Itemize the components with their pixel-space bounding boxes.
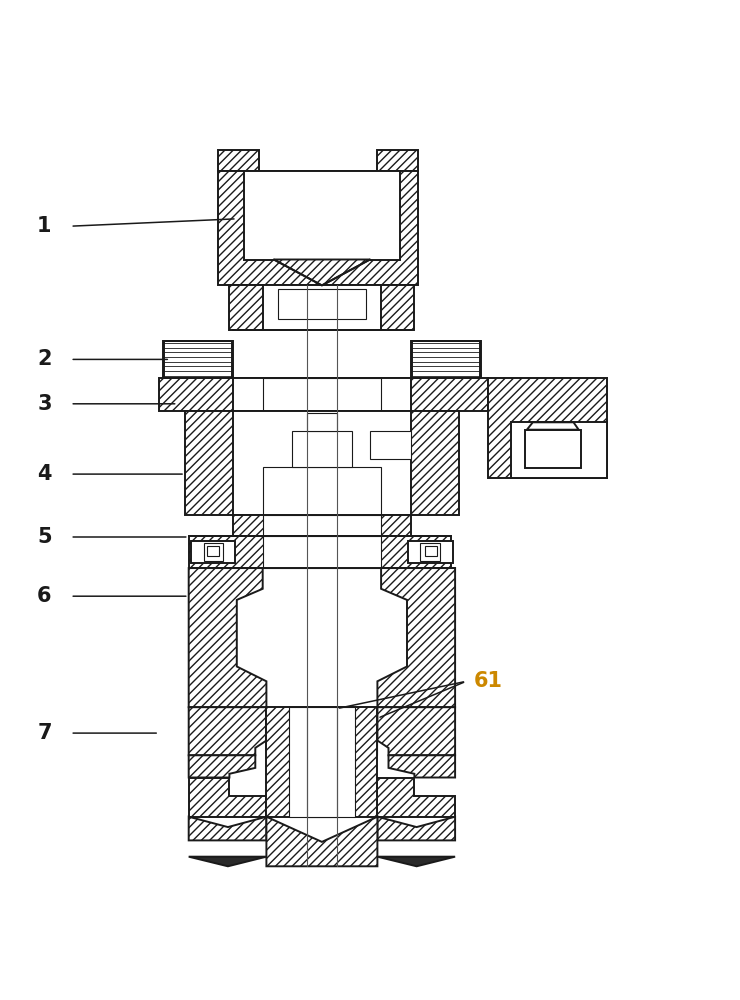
Polygon shape (159, 378, 488, 411)
Text: 5: 5 (37, 527, 52, 547)
Bar (218, 150, 259, 171)
Polygon shape (377, 778, 455, 817)
Text: 1: 1 (37, 216, 52, 236)
Polygon shape (377, 707, 455, 755)
Polygon shape (233, 411, 411, 515)
Polygon shape (218, 171, 418, 285)
Bar (278, 289, 366, 319)
Polygon shape (229, 285, 414, 330)
Polygon shape (527, 422, 579, 430)
Polygon shape (289, 707, 355, 817)
Text: 7: 7 (37, 723, 52, 743)
Polygon shape (511, 422, 607, 478)
Polygon shape (263, 536, 381, 568)
Polygon shape (189, 857, 266, 866)
Polygon shape (189, 778, 266, 817)
Polygon shape (377, 568, 455, 707)
Bar (307, 413, 337, 431)
Text: 3: 3 (37, 394, 52, 414)
Polygon shape (377, 817, 455, 840)
Polygon shape (266, 817, 377, 866)
Polygon shape (244, 171, 400, 259)
Polygon shape (263, 378, 381, 411)
Text: 6: 6 (37, 586, 52, 606)
Polygon shape (204, 543, 223, 561)
Polygon shape (263, 467, 381, 515)
Bar (307, 707, 337, 817)
Polygon shape (189, 568, 266, 707)
Bar (525, 430, 581, 468)
Polygon shape (488, 378, 607, 478)
Polygon shape (163, 341, 233, 378)
Text: 4: 4 (37, 464, 52, 484)
Bar (425, 546, 437, 556)
Bar (207, 546, 219, 556)
Polygon shape (266, 707, 377, 755)
Text: 61: 61 (474, 671, 503, 691)
Polygon shape (411, 341, 481, 378)
Polygon shape (189, 707, 266, 755)
Polygon shape (189, 817, 266, 840)
Polygon shape (263, 515, 381, 537)
Bar (370, 431, 411, 459)
Polygon shape (185, 411, 459, 515)
Bar (377, 150, 418, 171)
Bar (292, 431, 352, 467)
Polygon shape (233, 378, 411, 411)
Text: 2: 2 (37, 349, 52, 369)
Polygon shape (189, 536, 451, 568)
Polygon shape (233, 515, 411, 537)
Polygon shape (388, 755, 455, 778)
Polygon shape (263, 285, 381, 330)
Polygon shape (420, 543, 440, 561)
Polygon shape (189, 755, 255, 778)
Polygon shape (266, 707, 377, 817)
Polygon shape (191, 541, 235, 563)
Polygon shape (377, 857, 455, 866)
Polygon shape (274, 259, 370, 285)
Polygon shape (408, 541, 453, 563)
